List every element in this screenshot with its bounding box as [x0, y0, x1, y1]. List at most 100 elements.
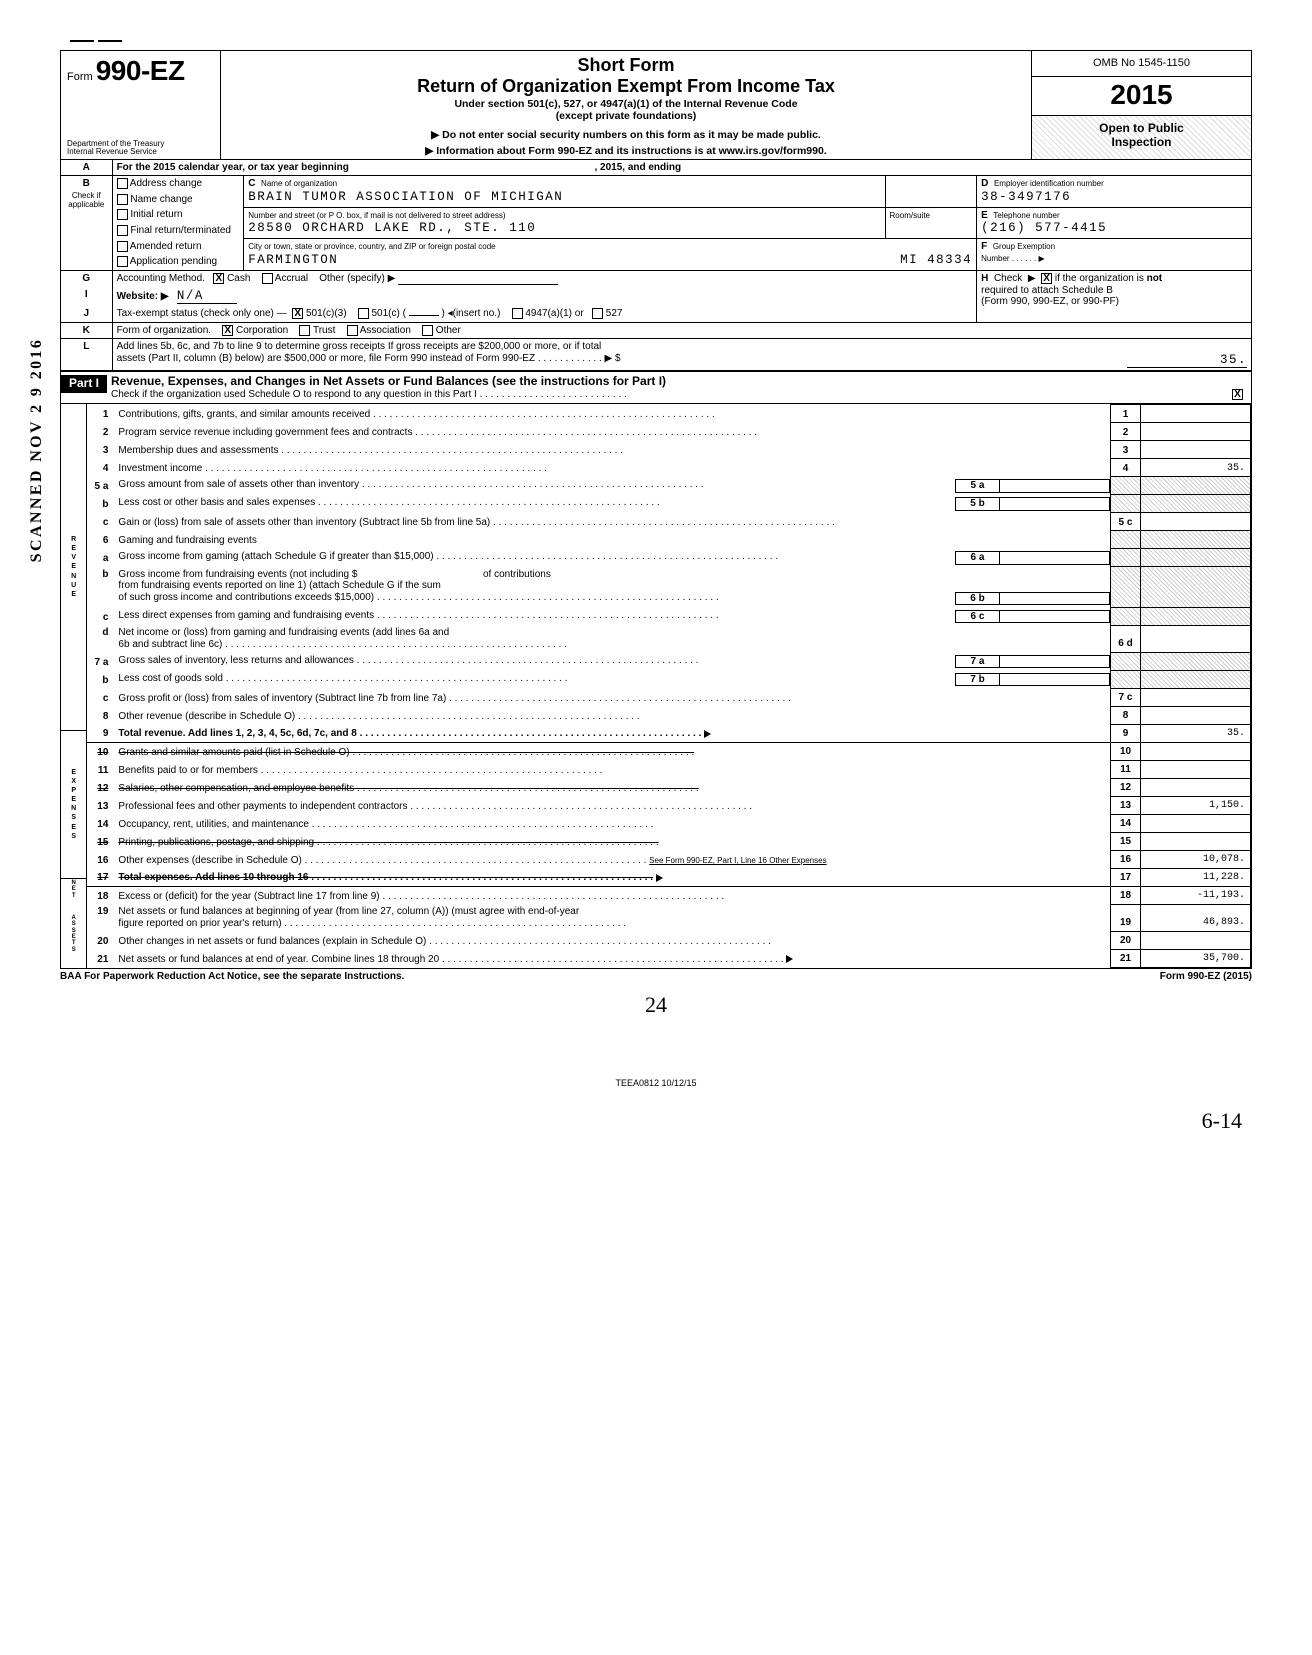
- line-15-num: 15: [87, 832, 113, 850]
- line-11-box: 11: [1111, 760, 1141, 778]
- footer-right: Form 990-EZ (2015): [1160, 971, 1252, 983]
- checkbox-association[interactable]: [347, 325, 358, 336]
- line-1-text: Contributions, gifts, grants, and simila…: [118, 409, 714, 420]
- label-b: B: [83, 178, 90, 189]
- part-i-label: Part I: [61, 375, 107, 393]
- line-10-text: Grants and similar amounts paid (list in…: [118, 747, 694, 758]
- checkbox-cash[interactable]: X: [213, 273, 224, 284]
- checkbox-initial-return[interactable]: [117, 209, 128, 220]
- line-21-box: 21: [1111, 949, 1141, 967]
- line-6c-num: c: [87, 607, 113, 625]
- identity-block: A For the 2015 calendar year, or tax yea…: [60, 159, 1252, 372]
- label-f: F: [981, 241, 987, 252]
- city-value: FARMINGTON: [248, 253, 338, 267]
- opt-initial-return: Initial return: [130, 210, 182, 221]
- opt-amended: Amended return: [130, 241, 202, 252]
- l-text2: assets (Part II, column (B) below) are $…: [117, 353, 621, 364]
- line-6b-text4: of such gross income and contributions e…: [118, 592, 955, 606]
- line-5b-num: b: [87, 495, 113, 513]
- tax-exempt-label: Tax-exempt status (check only one) —: [117, 308, 287, 319]
- line-11-text: Benefits paid to or for members: [118, 765, 602, 776]
- checkbox-final-return[interactable]: [117, 225, 128, 236]
- line-19-text1: Net assets or fund balances at beginning…: [118, 906, 579, 917]
- line-11-amt: [1141, 760, 1251, 778]
- label-k: K: [61, 322, 113, 339]
- line-20-num: 20: [87, 931, 113, 949]
- handwritten-page-number: 24: [60, 992, 1252, 1017]
- checkbox-other-org[interactable]: [422, 325, 433, 336]
- checkbox-schedule-o[interactable]: X: [1232, 389, 1243, 400]
- city-label: City or town, state or province, country…: [248, 242, 495, 251]
- line-5b-text: Less cost or other basis and sales expen…: [118, 497, 955, 511]
- line-5b-hash-amt: [1141, 495, 1251, 513]
- line-14-num: 14: [87, 814, 113, 832]
- opt-address-change: Address change: [130, 178, 202, 189]
- row-a-text1: For the 2015 calendar year, or tax year …: [117, 162, 349, 173]
- line-4-text: Investment income: [118, 463, 546, 474]
- label-c: C: [248, 178, 255, 189]
- opt-501c3: 501(c)(3): [306, 308, 347, 319]
- line-1-num: 1: [87, 405, 113, 423]
- checkbox-501c[interactable]: [358, 308, 369, 319]
- line-7a-text: Gross sales of inventory, less returns a…: [118, 655, 955, 669]
- opt-501c: 501(c) (: [371, 308, 405, 319]
- label-l: L: [61, 339, 113, 371]
- opt-4947: 4947(a)(1) or: [525, 308, 583, 319]
- checkbox-application-pending[interactable]: [117, 256, 128, 267]
- checkbox-501c3[interactable]: X: [292, 308, 303, 319]
- line-18-amt: -11,193.: [1141, 886, 1251, 904]
- accounting-method-label: Accounting Method.: [117, 273, 205, 284]
- line-7a-innum: 7 a: [955, 655, 1000, 669]
- line-6c-text: Less direct expenses from gaming and fun…: [118, 610, 955, 624]
- top-dash-marks: [70, 40, 1252, 42]
- line-7a-inamt: [1000, 655, 1110, 669]
- line-13-box: 13: [1111, 796, 1141, 814]
- omb-number: OMB No 1545-1150: [1032, 51, 1251, 77]
- checkbox-no-sched-b[interactable]: X: [1041, 273, 1052, 284]
- line-13-num: 13: [87, 796, 113, 814]
- checkbox-accrual[interactable]: [262, 273, 273, 284]
- checkbox-name-change[interactable]: [117, 194, 128, 205]
- page-footer: BAA For Paperwork Reduction Act Notice, …: [60, 971, 1252, 983]
- bottom-code: TEEA0812 10/12/15: [60, 1078, 1252, 1088]
- line-17-text: Total expenses. Add lines 10 through 16: [118, 872, 653, 883]
- line-6b-hash: [1111, 567, 1141, 608]
- line-13-amt: 1,150.: [1141, 796, 1251, 814]
- line-19-text2: figure reported on prior year's return): [118, 918, 626, 929]
- line-10-box: 10: [1111, 742, 1141, 760]
- label-j: J: [61, 306, 113, 322]
- line-5a-text: Gross amount from sale of assets other t…: [118, 479, 955, 493]
- checkbox-trust[interactable]: [299, 325, 310, 336]
- line-9-box: 9: [1111, 724, 1141, 742]
- line-14-text: Occupancy, rent, utilities, and maintena…: [118, 819, 653, 830]
- line-19-amt: 46,893.: [1141, 904, 1251, 931]
- line-7c-text: Gross profit or (loss) from sales of inv…: [118, 693, 790, 704]
- line-6b-inamt: [1000, 592, 1110, 606]
- checkbox-amended[interactable]: [117, 241, 128, 252]
- line-6b-text2: of contributions: [483, 569, 551, 580]
- checkbox-527[interactable]: [592, 308, 603, 319]
- line-5b-hash: [1111, 495, 1141, 513]
- line-6a-text: Gross income from gaming (attach Schedul…: [118, 551, 955, 565]
- checkbox-corporation[interactable]: X: [222, 325, 233, 336]
- opt-501c-insert: ) ◂(insert no.): [441, 308, 500, 319]
- open-to-public: Open to Public Inspection: [1032, 116, 1251, 159]
- line-8-num: 8: [87, 706, 113, 724]
- checkbox-4947[interactable]: [512, 308, 523, 319]
- line-5b-innum: 5 b: [955, 497, 1000, 511]
- checkbox-address-change[interactable]: [117, 178, 128, 189]
- form-header: Form 990-EZ Department of the Treasury I…: [60, 50, 1252, 159]
- line-12-num: 12: [87, 778, 113, 796]
- line-14-amt: [1141, 814, 1251, 832]
- line-6d-box: 6 d: [1111, 625, 1141, 652]
- line-7c-num: c: [87, 688, 113, 706]
- info-url: ▶ Information about Form 990-EZ and its …: [229, 145, 1023, 157]
- opt-association: Association: [360, 325, 411, 336]
- ein-value: 38-3497176: [981, 190, 1071, 204]
- line-5a-innum: 5 a: [955, 479, 1000, 493]
- form-number: Form 990-EZ: [67, 55, 214, 87]
- line-2-box: 2: [1111, 423, 1141, 441]
- subtitle-section: Under section 501(c), 527, or 4947(a)(1)…: [229, 98, 1023, 110]
- line-5c-amt: [1141, 513, 1251, 531]
- part-i-title: Revenue, Expenses, and Changes in Net As…: [111, 374, 666, 388]
